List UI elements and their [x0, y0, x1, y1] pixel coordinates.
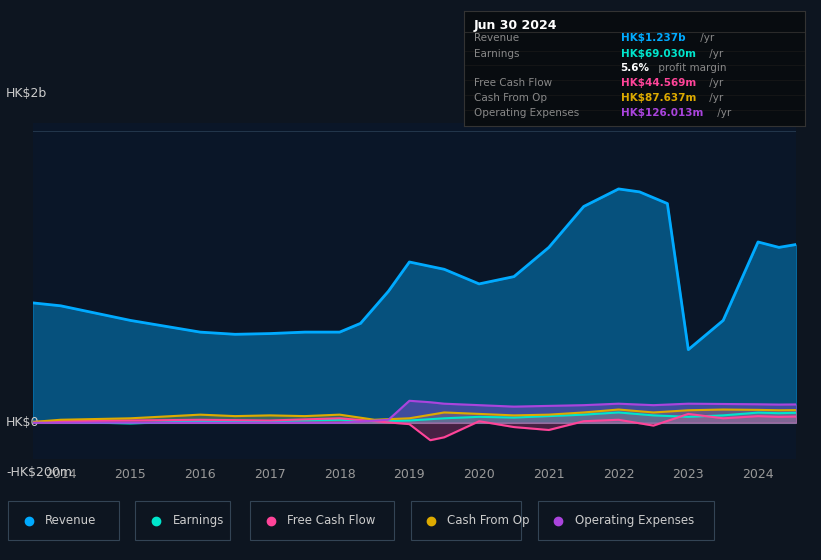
Text: Operating Expenses: Operating Expenses [474, 108, 580, 118]
Text: Cash From Op: Cash From Op [447, 514, 530, 528]
Text: 5.6%: 5.6% [621, 63, 649, 73]
Text: /yr: /yr [697, 34, 714, 43]
Bar [250, 501, 394, 540]
Text: Free Cash Flow: Free Cash Flow [474, 78, 553, 88]
Text: /yr: /yr [706, 49, 723, 59]
Text: HK$0: HK$0 [6, 416, 39, 429]
Text: Revenue: Revenue [45, 514, 97, 528]
Bar [8, 501, 119, 540]
Bar [135, 501, 230, 540]
Text: Cash From Op: Cash From Op [474, 93, 547, 103]
Text: Earnings: Earnings [474, 49, 520, 59]
Text: Revenue: Revenue [474, 34, 519, 43]
Text: HK$2b: HK$2b [6, 87, 48, 100]
Text: HK$87.637m: HK$87.637m [621, 93, 696, 103]
Text: Jun 30 2024: Jun 30 2024 [474, 19, 557, 32]
Text: Free Cash Flow: Free Cash Flow [287, 514, 376, 528]
Bar [538, 501, 714, 540]
Bar [410, 501, 521, 540]
Text: -HK$200m: -HK$200m [6, 465, 72, 479]
Text: HK$1.237b: HK$1.237b [621, 34, 686, 43]
Text: /yr: /yr [714, 108, 732, 118]
Text: Operating Expenses: Operating Expenses [575, 514, 694, 528]
Text: HK$126.013m: HK$126.013m [621, 108, 703, 118]
Text: /yr: /yr [706, 78, 723, 88]
Text: /yr: /yr [706, 93, 723, 103]
Text: HK$44.569m: HK$44.569m [621, 78, 696, 88]
Text: profit margin: profit margin [654, 63, 726, 73]
Text: Earnings: Earnings [172, 514, 224, 528]
Text: HK$69.030m: HK$69.030m [621, 49, 695, 59]
